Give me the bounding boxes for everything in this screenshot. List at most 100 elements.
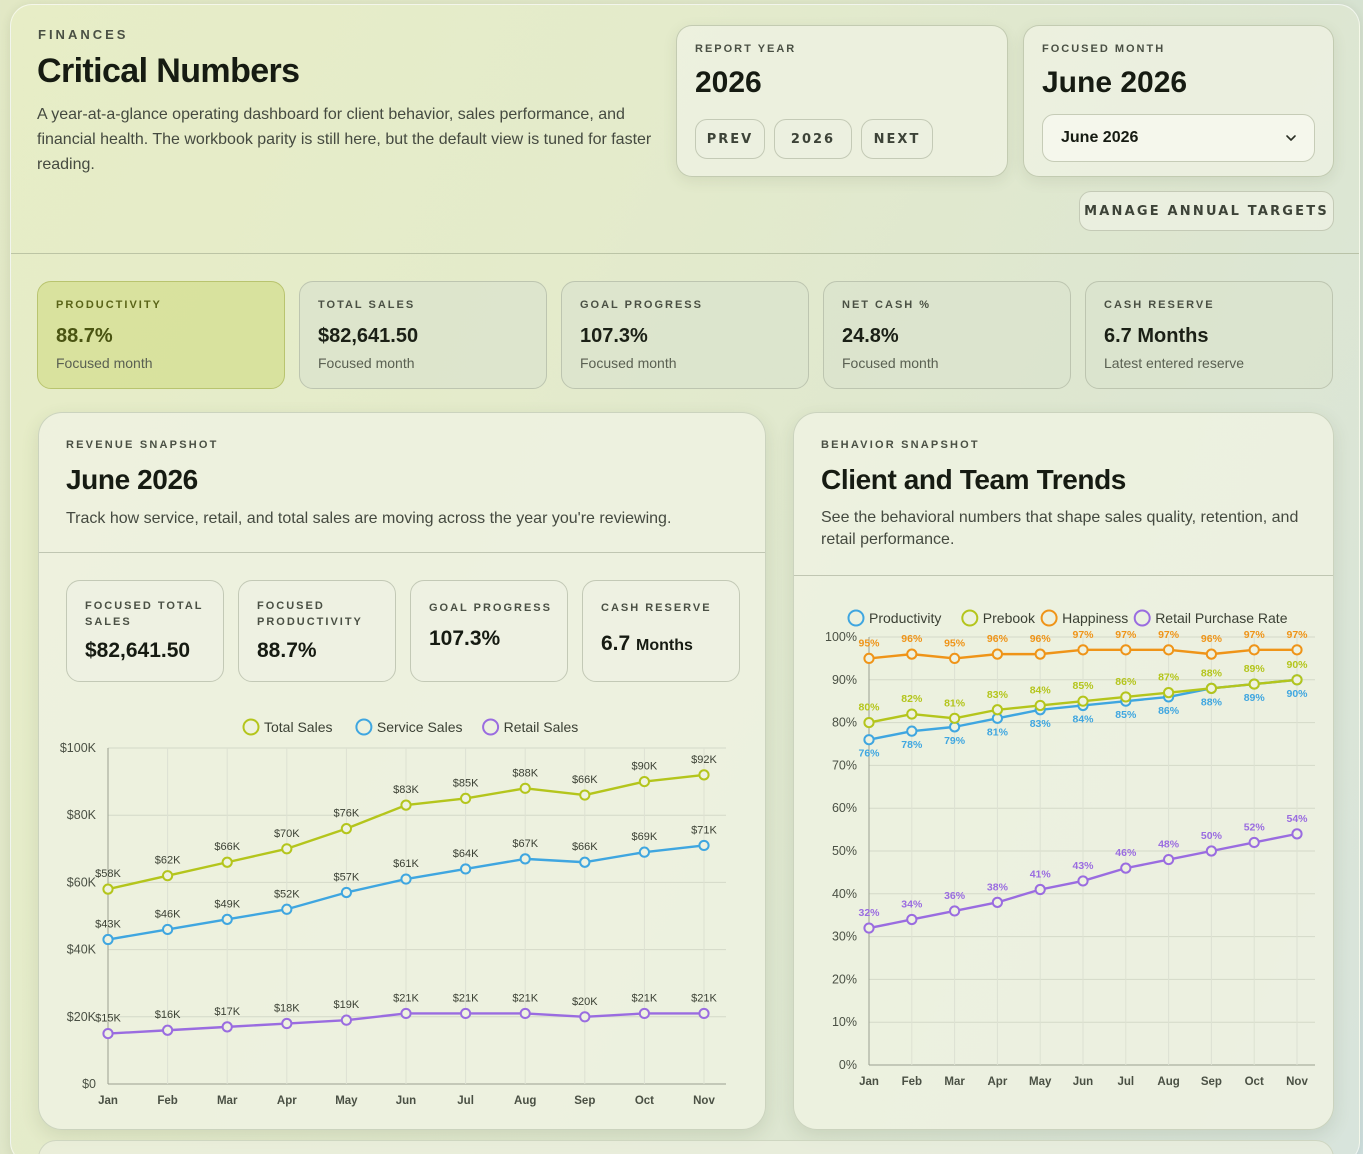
data-point[interactable]: [638, 1007, 651, 1020]
data-point[interactable]: [221, 1021, 233, 1033]
y-tick-label: 60%: [832, 801, 857, 815]
data-point[interactable]: [1248, 836, 1260, 849]
data-point[interactable]: [698, 1007, 710, 1020]
data-point[interactable]: [1077, 644, 1089, 656]
data-point[interactable]: [221, 856, 233, 868]
kpi-card-productivity[interactable]: PRODUCTIVITY 88.7% Focused month: [37, 281, 285, 389]
data-point[interactable]: [906, 648, 918, 660]
legend-item-2[interactable]: Happiness: [1040, 609, 1129, 627]
legend-item-0[interactable]: Total Sales: [242, 718, 333, 736]
x-tick-label: Jun: [396, 1095, 416, 1107]
data-point[interactable]: [698, 839, 710, 852]
data-point[interactable]: [400, 873, 412, 885]
kpi-card-goal-progress[interactable]: GOAL PROGRESS 107.3% Focused month: [561, 281, 809, 389]
data-point[interactable]: [1120, 644, 1132, 656]
data-point[interactable]: [460, 863, 472, 875]
data-point[interactable]: [1034, 883, 1046, 896]
legend-swatch: [1040, 609, 1058, 627]
data-label: 89%: [1244, 692, 1266, 704]
data-point[interactable]: [460, 792, 472, 805]
data-point[interactable]: [519, 853, 531, 865]
legend-item-0[interactable]: Productivity: [847, 609, 942, 627]
data-point[interactable]: [949, 905, 961, 917]
legend-swatch: [1133, 609, 1151, 627]
data-point[interactable]: [281, 903, 293, 915]
data-point[interactable]: [1291, 644, 1303, 656]
data-point[interactable]: [1205, 682, 1217, 694]
data-point[interactable]: [1077, 695, 1089, 707]
data-point[interactable]: [1077, 875, 1089, 887]
kpi-card-net-cash[interactable]: NET CASH % 24.8% Focused month: [823, 281, 1071, 389]
data-point[interactable]: [1163, 853, 1175, 866]
revenue-line-chart: Total Sales Service Sales Retail Sales $0 $2…: [60, 718, 726, 1107]
data-point[interactable]: [340, 886, 352, 899]
data-point[interactable]: [1248, 644, 1260, 656]
data-point[interactable]: [340, 823, 352, 835]
data-point[interactable]: [906, 725, 918, 737]
kpi-card-total-sales[interactable]: TOTAL SALES $82,641.50 Focused month: [299, 281, 547, 389]
data-point[interactable]: [991, 648, 1003, 660]
data-point[interactable]: [1034, 699, 1046, 712]
data-point[interactable]: [1205, 845, 1217, 857]
data-point[interactable]: [1291, 674, 1303, 686]
data-point[interactable]: [638, 846, 651, 858]
prev-year-button[interactable]: PREV: [695, 119, 765, 159]
data-point[interactable]: [162, 870, 174, 882]
data-point[interactable]: [400, 1007, 412, 1020]
data-point[interactable]: [698, 769, 710, 781]
kpi-value: 24.8%: [842, 325, 899, 347]
data-point[interactable]: [1034, 648, 1046, 660]
page-title: Critical Numbers: [37, 52, 300, 90]
revenue-title: June 2026: [66, 464, 198, 495]
data-point[interactable]: [863, 717, 875, 729]
kpi-card-cash-reserve[interactable]: CASH RESERVE 6.7 Months Latest entered r…: [1085, 281, 1333, 389]
data-point[interactable]: [863, 734, 875, 746]
data-point[interactable]: [340, 1014, 352, 1026]
data-point[interactable]: [102, 933, 114, 946]
data-point[interactable]: [906, 708, 918, 720]
data-point[interactable]: [400, 799, 412, 811]
data-point[interactable]: [162, 1024, 174, 1036]
data-point[interactable]: [579, 789, 591, 801]
data-point[interactable]: [1205, 648, 1217, 660]
data-point[interactable]: [949, 652, 961, 665]
data-point[interactable]: [1120, 691, 1132, 703]
manage-annual-targets-button[interactable]: MANAGE ANNUAL TARGETS: [1079, 191, 1334, 231]
current-year-button[interactable]: 2026: [774, 119, 852, 159]
data-point[interactable]: [281, 1017, 293, 1030]
data-point[interactable]: [162, 923, 174, 936]
data-point[interactable]: [579, 1011, 591, 1023]
data-point[interactable]: [638, 776, 651, 788]
data-point[interactable]: [1163, 644, 1175, 656]
data-point[interactable]: [1163, 687, 1175, 699]
data-point[interactable]: [221, 913, 233, 925]
mini-value: 88.7%: [257, 639, 317, 662]
data-point[interactable]: [863, 922, 875, 934]
next-year-button[interactable]: NEXT: [861, 119, 933, 159]
data-label: 96%: [987, 633, 1009, 645]
data-point[interactable]: [519, 782, 531, 794]
legend-item-1[interactable]: Service Sales: [355, 718, 462, 736]
data-point[interactable]: [949, 712, 961, 724]
data-point[interactable]: [519, 1007, 531, 1020]
legend-item-3[interactable]: Retail Purchase Rate: [1133, 609, 1288, 627]
data-point[interactable]: [579, 856, 591, 868]
data-point[interactable]: [102, 883, 114, 895]
y-tick-label: 100%: [825, 630, 857, 644]
legend-item-1[interactable]: Prebook: [961, 609, 1036, 627]
data-point[interactable]: [906, 913, 918, 926]
data-point[interactable]: [991, 704, 1003, 716]
data-point[interactable]: [1248, 678, 1260, 690]
y-tick-label: 90%: [832, 673, 857, 687]
data-point[interactable]: [1120, 862, 1132, 874]
data-label: $90K: [632, 761, 658, 773]
data-point[interactable]: [863, 652, 875, 665]
data-point[interactable]: [991, 896, 1003, 908]
x-tick-label: Sep: [574, 1095, 595, 1107]
data-point[interactable]: [102, 1028, 114, 1040]
data-point[interactable]: [460, 1007, 472, 1020]
data-point[interactable]: [281, 843, 293, 855]
legend-item-2[interactable]: Retail Sales: [482, 718, 578, 736]
data-point[interactable]: [1291, 828, 1303, 840]
month-select[interactable]: June 2026: [1042, 114, 1315, 162]
